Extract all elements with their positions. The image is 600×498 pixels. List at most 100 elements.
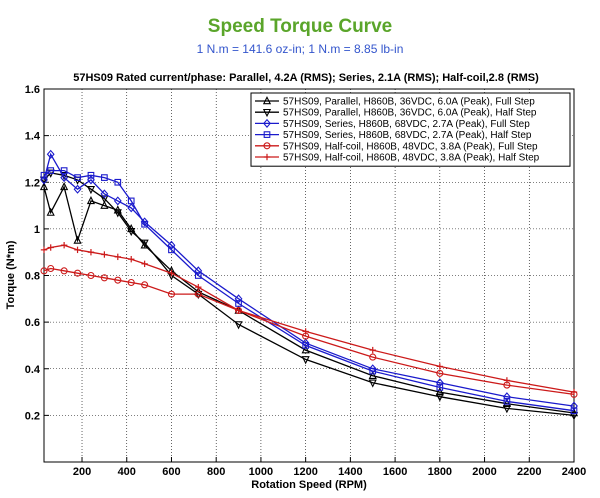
series-line: [43, 152, 575, 407]
data-point: [141, 220, 148, 228]
data-point: [60, 241, 68, 249]
data-point: [100, 189, 109, 199]
x-tick-label: 2200: [517, 466, 541, 478]
series-line: [43, 172, 575, 417]
chart-main-title: Speed Torque Curve: [207, 16, 393, 37]
data-point: [127, 278, 135, 287]
legend-box: [250, 92, 571, 167]
y-tick-label: 1.2: [25, 177, 40, 189]
data-point: [87, 175, 95, 185]
data-point: [235, 300, 242, 307]
data-point: [60, 167, 68, 174]
y-tick-label: 0.6: [25, 317, 40, 329]
data-point: [502, 405, 512, 414]
data-point: [100, 195, 109, 204]
data-point: [40, 267, 48, 275]
data-point: [87, 171, 95, 179]
data-point: [127, 203, 136, 213]
series-line: [43, 185, 575, 414]
y-tick-label: 0.8: [25, 271, 40, 283]
data-point: [194, 290, 202, 298]
data-point: [301, 356, 310, 365]
data-point: [569, 412, 579, 421]
data-point: [40, 246, 48, 254]
data-point: [73, 269, 82, 277]
series-line: [43, 267, 575, 396]
data-point: [194, 266, 203, 276]
data-point: [502, 392, 511, 402]
data-point: [47, 244, 54, 251]
legend-marker: [263, 153, 271, 161]
x-tick-label: 2400: [562, 466, 586, 478]
legend-item: 57HS09, Half-coil, H860B, 48VDC, 3.8A (P…: [255, 153, 540, 164]
legend-marker: [263, 131, 271, 138]
data-point: [302, 328, 309, 335]
data-point: [234, 321, 243, 330]
x-axis-label: Rotation Speed (RPM): [251, 479, 367, 491]
series-line: [43, 244, 575, 393]
data-point: [141, 281, 149, 289]
data-point: [368, 364, 377, 374]
data-point: [127, 197, 135, 205]
legend-item: 57HS09, Parallel, H860B, 36VDC, 6.0A (Pe…: [255, 96, 535, 108]
y-tick-label: 1.6: [25, 84, 40, 96]
series-6: [40, 241, 578, 396]
series-4: [40, 167, 578, 415]
legend-item: 57HS09, Series, H860B, 68VDC, 2.7A (Peak…: [255, 118, 530, 130]
legend-item: 57HS09, Half-coil, H860B, 48VDC, 3.8A (P…: [255, 141, 538, 152]
data-point: [101, 174, 108, 181]
data-point: [436, 363, 444, 370]
data-point: [301, 338, 310, 348]
data-point: [100, 274, 108, 282]
data-point: [369, 346, 376, 354]
x-tick-label: 1600: [383, 466, 407, 478]
data-point: [570, 407, 578, 415]
data-point: [435, 393, 444, 402]
data-point: [40, 175, 48, 185]
legend-marker: [263, 118, 271, 128]
series-2: [39, 169, 579, 421]
data-point: [73, 235, 82, 244]
x-tick-label: 600: [162, 466, 180, 478]
data-point: [167, 240, 176, 250]
legend-label: 57HS09, Series, H860B, 68VDC, 2.7A (Peak…: [283, 119, 530, 130]
legend-item: 57HS09, Parallel, H860B, 36VDC, 6.0A (Pe…: [255, 108, 537, 119]
data-point: [87, 271, 95, 280]
data-point: [168, 269, 175, 277]
legend-item: 57HS09, Series, H860B, 68VDC, 2.7A (Peak…: [255, 130, 532, 141]
data-point: [114, 276, 122, 284]
data-point: [74, 246, 81, 254]
data-point: [113, 196, 122, 206]
x-tick-label: 1200: [293, 466, 317, 478]
x-tick-label: 1800: [428, 466, 452, 478]
data-point: [195, 283, 202, 291]
data-point: [127, 227, 136, 237]
chart-unit-conversion: 1 N.m = 141.6 oz-in; 1 N.m = 8.85 lb-in: [196, 42, 404, 56]
data-point: [86, 195, 96, 205]
data-point: [503, 398, 511, 405]
legend-marker: [262, 108, 272, 118]
data-point: [436, 384, 444, 391]
data-point: [60, 267, 68, 275]
data-point: [46, 149, 55, 159]
series-group: [39, 149, 579, 421]
x-tick-label: 200: [73, 466, 91, 478]
data-point: [39, 176, 49, 185]
data-point: [39, 181, 49, 191]
data-point: [302, 342, 309, 349]
legend-marker: [262, 96, 272, 105]
data-point: [113, 209, 122, 218]
x-tick-label: 1000: [249, 466, 273, 478]
data-point: [167, 290, 176, 298]
data-point: [502, 398, 512, 407]
y-tick-label: 0.4: [25, 364, 41, 376]
data-point: [73, 184, 82, 194]
data-point: [114, 253, 121, 261]
x-tick-label: 2000: [472, 466, 496, 478]
data-point: [86, 185, 96, 195]
data-point: [570, 401, 578, 411]
legend-label: 57HS09, Series, H860B, 68VDC, 2.7A (Peak…: [283, 130, 532, 141]
axis-ticks: 0.2 0.4 0.6 0.8 1 1.2 1.4 1.6 200 400 600 800 1000 12…: [25, 84, 587, 478]
y-axis-label: Torque (N*m): [5, 240, 17, 309]
